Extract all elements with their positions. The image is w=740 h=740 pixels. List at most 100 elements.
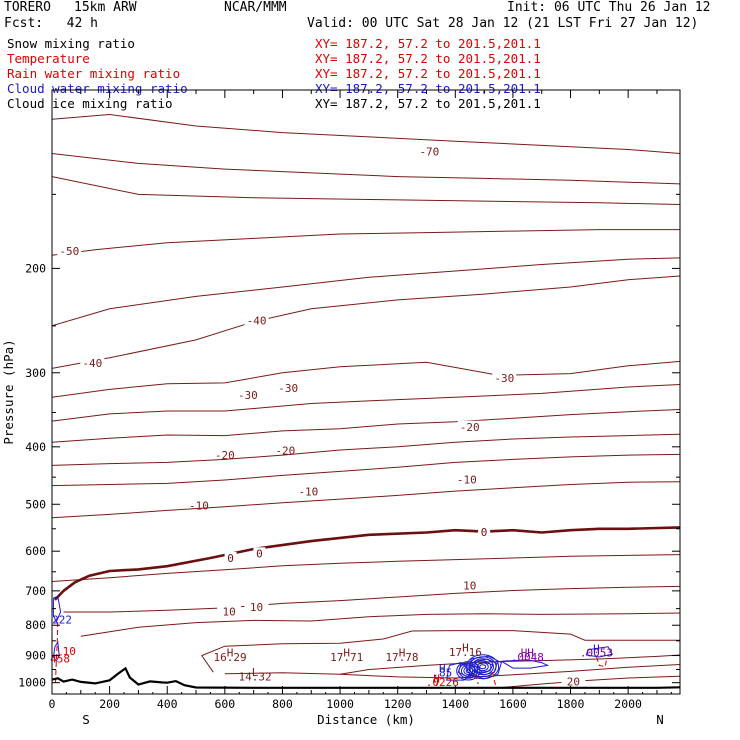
temperature-contour-label: -70 <box>419 146 439 159</box>
legend-field-name: Rain water mixing ratio <box>7 66 181 81</box>
zero-isotherm-label: 0 <box>256 547 263 560</box>
y-tick-label: 500 <box>25 497 46 511</box>
contour-label-background <box>276 381 301 394</box>
temperature-contour-line <box>498 675 680 689</box>
legend-cross-section-endpoints: XY= 187.2, 57.2 to 201.5,201.1 <box>315 51 541 66</box>
high-low-annotation: 17.16 <box>449 646 482 659</box>
contour-label-background <box>244 314 269 327</box>
temperature-contour-label: -40 <box>247 315 267 328</box>
temperature-contour-line <box>52 153 680 185</box>
rain-water-contour-line <box>434 679 439 689</box>
contour-label-background <box>457 420 482 433</box>
temperature-contour-label: -10 <box>457 473 477 486</box>
y-tick-label: 200 <box>25 261 46 275</box>
high-low-annotation: 17.71 <box>330 651 363 664</box>
temperature-contour-line <box>52 409 680 443</box>
cloud-water-core-contour <box>465 668 471 674</box>
cloud-water-core-contour <box>458 662 478 679</box>
temperature-contour-line <box>52 360 680 398</box>
cloud-water-core-contour <box>476 662 489 672</box>
header-grid: 15km ARW <box>74 0 137 15</box>
high-low-annotation: H <box>399 647 406 660</box>
high-low-annotation: H <box>462 641 469 654</box>
cloud-water-contour-line <box>585 646 614 658</box>
header-org: NCAR/MMM <box>224 0 287 15</box>
legend-field-name: Cloud ice mixing ratio <box>7 96 173 111</box>
y-tick-label: 400 <box>25 440 46 454</box>
cloud-water-core-contour <box>479 664 487 670</box>
zero-isotherm-label: 0 <box>481 526 488 539</box>
cloud-water-core-contour <box>471 658 494 676</box>
temperature-contour-line <box>224 664 680 679</box>
temperature-contour-line <box>340 654 680 675</box>
cloud-water-core-contour <box>473 660 492 674</box>
contour-label-background <box>457 579 482 592</box>
rain-water-contour-line <box>475 674 479 685</box>
header-valid: Valid: 00 UTC Sat 28 Jan 12 (21 LST Fri … <box>307 16 699 31</box>
high-low-annotation: 10 <box>63 645 76 658</box>
cloud-water-contour-line <box>446 662 474 681</box>
temperature-contour-label: -10 <box>189 499 209 512</box>
temperature-contour-label: -30 <box>494 372 514 385</box>
x-tick-label: 2000 <box>614 697 642 711</box>
temperature-contour-line <box>52 554 680 582</box>
high-low-annotation: H <box>227 647 234 660</box>
temperature-contour-label: -30 <box>238 389 258 402</box>
temperature-contour-label: -50 <box>59 245 79 258</box>
plot-frame <box>51 89 681 695</box>
temperature-contour-line <box>52 275 680 369</box>
temperature-contour-line <box>52 113 680 154</box>
high-low-annotation: L <box>252 666 259 679</box>
temperature-contour-line <box>52 433 680 466</box>
temperature-contour-label: 10 <box>250 601 263 614</box>
x-tick-label: 400 <box>157 697 178 711</box>
zero-isotherm-label: 0 <box>227 552 234 565</box>
contour-label-background <box>273 444 298 457</box>
temperature-contour-label: 10 <box>223 606 236 619</box>
legend-field-name: Snow mixing ratio <box>7 36 135 51</box>
temperature-contour-label: 20 <box>567 675 580 688</box>
high-low-annotation: H <box>433 672 440 685</box>
contour-label-background <box>492 371 517 384</box>
temperature-contour-line <box>52 229 680 256</box>
x-tick-label: 1800 <box>557 697 585 711</box>
contour-label-background <box>80 357 105 370</box>
x-tick-label: 1600 <box>499 697 527 711</box>
cloud-water-core-contour <box>456 661 481 681</box>
y-tick-label: 300 <box>25 366 46 380</box>
temperature-contour-line <box>201 630 680 673</box>
contour-label-background <box>57 245 82 258</box>
y-tick-label: 600 <box>25 544 46 558</box>
y-tick-label: 700 <box>25 584 46 598</box>
contour-label-background <box>478 526 491 539</box>
contour-label-background <box>235 388 260 401</box>
x-tick-label: 1000 <box>326 697 354 711</box>
rain-water-contour-line <box>55 621 59 683</box>
header-run-name: TORERO <box>4 0 51 15</box>
temperature-contour-label: -40 <box>82 357 102 370</box>
contour-label-background <box>296 485 321 498</box>
contour-label-background <box>561 675 586 688</box>
x-tick-label: 200 <box>99 697 120 711</box>
north-end-label: N <box>656 712 664 727</box>
high-low-annotation: .0226 <box>426 676 459 689</box>
zero-isotherm-line <box>53 526 680 601</box>
y-tick-label: 1000 <box>18 676 46 690</box>
high-low-annotation: H <box>439 662 446 675</box>
high-low-annotation: 16.29 <box>213 651 246 664</box>
terrain-line <box>52 666 680 689</box>
y-tick-label: 900 <box>25 649 46 663</box>
contour-label-background <box>417 145 442 158</box>
rain-water-contour-line <box>596 656 607 668</box>
y-axis-title: Pressure (hPa) <box>1 339 16 444</box>
x-tick-label: 0 <box>49 697 56 711</box>
legend-cross-section-endpoints: XY= 187.2, 57.2 to 201.5,201.1 <box>315 66 541 81</box>
temperature-contour-label: -10 <box>298 486 318 499</box>
high-low-annotation: 14.32 <box>239 670 272 683</box>
x-axis-title: Distance (km) <box>317 712 415 727</box>
temperature-contour-label: -20 <box>460 421 480 434</box>
temperature-contour-line <box>52 453 680 487</box>
legend-cross-section-endpoints: XY= 187.2, 57.2 to 201.5,201.1 <box>315 36 541 51</box>
contour-label-background <box>244 601 269 614</box>
